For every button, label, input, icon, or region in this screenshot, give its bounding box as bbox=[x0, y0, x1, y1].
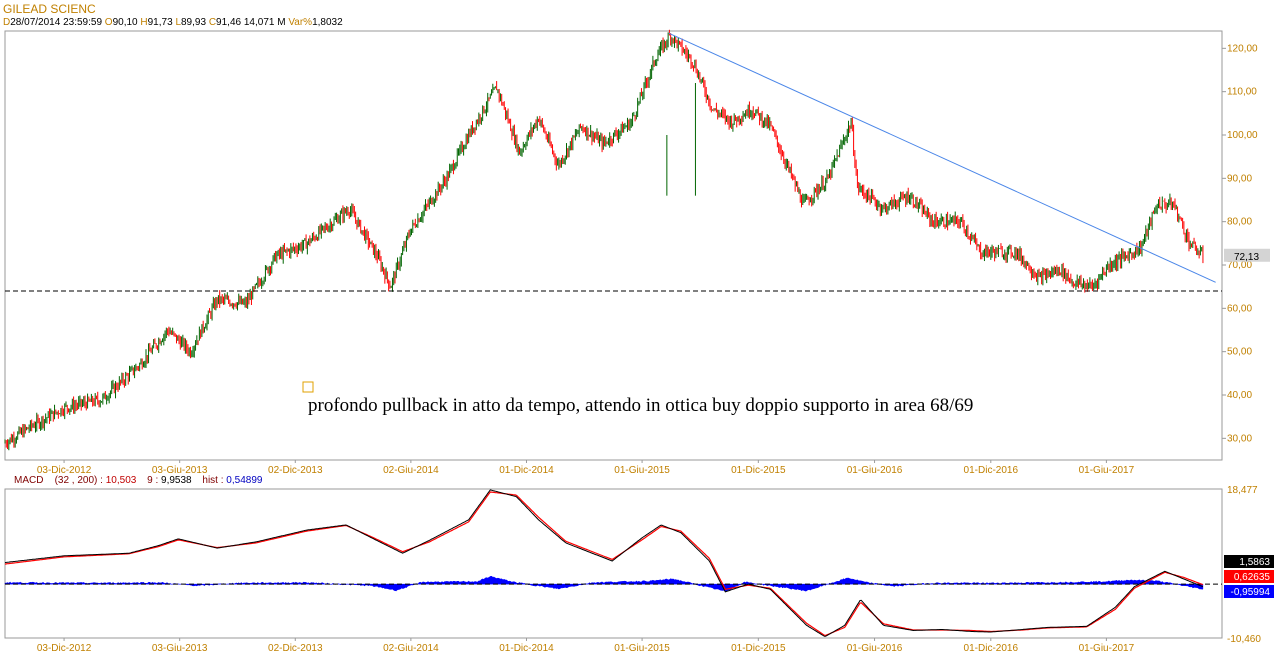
x-tick-label: 01-Giu-2016 bbox=[847, 643, 903, 654]
x-tick-label: 03-Dic-2012 bbox=[37, 465, 92, 476]
annotation-text: profondo pullback in atto da tempo, atte… bbox=[308, 395, 973, 416]
y-tick-label: 70,00 bbox=[1227, 260, 1252, 271]
y-tick-label: 100,00 bbox=[1227, 130, 1258, 141]
x-tick-label: 01-Dic-2015 bbox=[731, 643, 786, 654]
hist-value: 0,54899 bbox=[226, 475, 263, 486]
macd-y-tick-label: 18,477 bbox=[1227, 485, 1258, 496]
x-tick-label: 01-Giu-2015 bbox=[614, 465, 670, 476]
x-tick-label: 01-Dic-2014 bbox=[499, 465, 554, 476]
last-price-label: 72,13 bbox=[1234, 252, 1259, 263]
macd-value-box bbox=[1224, 585, 1274, 598]
macd-value-box bbox=[1224, 570, 1274, 583]
y-tick-label: 80,00 bbox=[1227, 217, 1252, 228]
quote-value: 90,10 bbox=[112, 17, 138, 28]
quote-key: L bbox=[175, 17, 181, 28]
x-tick-label: 03-Giu-2013 bbox=[152, 643, 208, 654]
x-tick-label: 02-Giu-2014 bbox=[383, 465, 439, 476]
quote-key: H bbox=[140, 17, 148, 28]
x-tick-label: 01-Giu-2016 bbox=[847, 465, 903, 476]
macd-value-box bbox=[1224, 555, 1274, 568]
quote-key: O bbox=[104, 17, 113, 28]
x-tick-label: 01-Giu-2015 bbox=[614, 643, 670, 654]
y-tick-label: 90,00 bbox=[1227, 173, 1252, 184]
signal-period: 9 bbox=[147, 475, 153, 486]
chart-title: GILEAD SCIENC bbox=[3, 2, 96, 16]
hist-label: hist bbox=[202, 475, 218, 486]
quote-key: Var% bbox=[288, 17, 313, 28]
quote-value: 91,73 bbox=[147, 17, 173, 28]
x-tick-label: 02-Dic-2013 bbox=[268, 465, 323, 476]
macd-histogram bbox=[4, 575, 1204, 592]
macd-params: (32 , 200) bbox=[54, 475, 98, 486]
quote-line: D28/07/2014 23:59:59 O90,10 H91,73 L89,9… bbox=[3, 17, 343, 28]
x-tick-label: 01-Dic-2016 bbox=[964, 465, 1019, 476]
macd-y-tick-label: -10,460 bbox=[1227, 634, 1261, 645]
macd-legend: MACD (32 , 200) : 10,503 9 : 9,9538 hist… bbox=[14, 475, 263, 486]
y-tick-label: 40,00 bbox=[1227, 390, 1252, 401]
macd-value-label: 1,5863 bbox=[1239, 557, 1270, 568]
macd-value-label: -0,95994 bbox=[1231, 587, 1271, 598]
quote-value: 91,46 bbox=[216, 17, 242, 28]
annotation-marker bbox=[302, 381, 314, 393]
macd-line bbox=[4, 489, 1204, 637]
y-tick-label: 50,00 bbox=[1227, 347, 1252, 358]
quote-value: 23:59:59 bbox=[63, 17, 103, 28]
x-tick-label: 01-Dic-2015 bbox=[731, 465, 786, 476]
y-tick-label: 110,00 bbox=[1227, 87, 1257, 98]
y-tick-label: 120,00 bbox=[1227, 43, 1258, 54]
x-tick-label: 02-Dic-2013 bbox=[268, 643, 323, 654]
x-tick-label: 03-Dic-2012 bbox=[37, 643, 92, 654]
x-tick-label: 01-Giu-2017 bbox=[1079, 465, 1135, 476]
quote-key: D bbox=[3, 17, 11, 28]
x-tick-label: 01-Giu-2017 bbox=[1079, 643, 1135, 654]
quote-value: 14,071 M bbox=[243, 17, 286, 28]
last-price-box bbox=[1224, 248, 1270, 262]
trend-line bbox=[668, 32, 1216, 283]
y-tick-label: 60,00 bbox=[1227, 303, 1252, 314]
macd-name: MACD bbox=[14, 475, 44, 486]
signal-value: 9,9538 bbox=[161, 475, 192, 486]
quote-value: 89,93 bbox=[181, 17, 207, 28]
macd-value: 10,503 bbox=[105, 475, 137, 486]
quote-value: 1,8032 bbox=[312, 17, 343, 28]
price-panel bbox=[4, 30, 1223, 461]
candles bbox=[4, 29, 1204, 451]
quote-key: C bbox=[208, 17, 217, 28]
x-tick-label: 01-Dic-2016 bbox=[964, 643, 1019, 654]
x-tick-label: 02-Giu-2014 bbox=[383, 643, 439, 654]
y-tick-label: 30,00 bbox=[1227, 433, 1252, 444]
quote-value: 28/07/2014 bbox=[10, 17, 61, 28]
x-tick-label: 01-Dic-2014 bbox=[499, 643, 554, 654]
x-tick-label: 03-Giu-2013 bbox=[152, 465, 208, 476]
macd-value-label: 0,62635 bbox=[1234, 572, 1271, 583]
macd-panel bbox=[4, 488, 1223, 639]
